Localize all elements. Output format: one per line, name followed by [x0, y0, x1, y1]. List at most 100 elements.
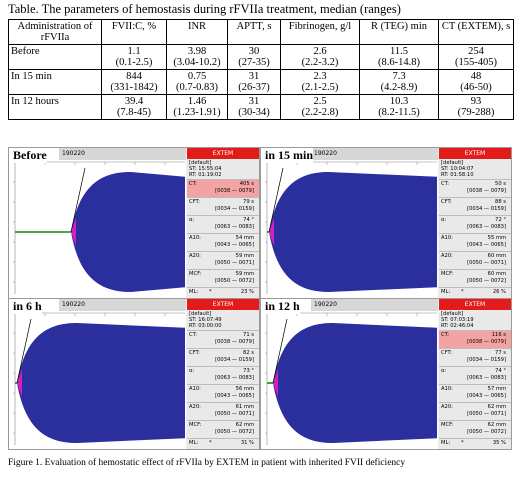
param-name: A10:: [441, 235, 453, 241]
param-range: [0063 — 0083]: [467, 375, 506, 381]
param-name: MCF:: [189, 271, 202, 277]
meta-rt: RT: 01:19:02: [189, 172, 222, 178]
param-range: [0038 — 0079]: [467, 339, 506, 345]
param-name: A20:: [189, 253, 201, 259]
run-meta: [default] ST: 16:07:49 RT: 03:00:00: [187, 310, 259, 331]
table-caption: Table. The parameters of hemostasis duri…: [8, 2, 401, 16]
cell-median: 1.46: [187, 96, 207, 107]
table-cell: 0.75 (0.7-0.83): [166, 69, 228, 95]
param-range: [0050 — 0071]: [215, 260, 254, 266]
temogram-plot: 190220 Before: [9, 148, 186, 298]
clot-firmness-envelope: [273, 323, 437, 443]
param-name: CFT:: [441, 350, 452, 356]
param-value: 60 mm: [487, 253, 506, 259]
param-value: 79 s: [243, 199, 254, 205]
cell-median: 7.3: [392, 71, 406, 82]
table-cell: 39.4 (7.8-45): [101, 94, 167, 120]
param-value: 60 mm: [487, 271, 506, 277]
param-name: A20:: [189, 404, 201, 410]
panel-time-label: in 12 h: [265, 299, 300, 314]
param-name: CT:: [189, 332, 197, 338]
table-cell: 3.98 (3.04-10.2): [166, 44, 228, 70]
param-row-cft: CFT: 79 s [0034 — 0159]: [187, 198, 259, 216]
temogram-plot: 190220 in 12 h: [261, 299, 438, 449]
param-value: 62 mm: [235, 422, 254, 428]
temogram-plot: 190220 in 6 h: [9, 299, 186, 449]
row-label: In 15 min: [8, 69, 102, 95]
table-cell: 1.46 (1.23-1.91): [166, 94, 228, 120]
param-row-mcf: MCF: 62 mm [0050 — 0072]: [187, 421, 259, 439]
ct-onset-marker: [273, 369, 278, 397]
param-range: [0043 — 0065]: [215, 242, 254, 248]
param-name: MCF:: [441, 271, 454, 277]
param-flag: *: [461, 289, 464, 295]
param-value: 77 s: [495, 350, 506, 356]
cell-range: (331-1842): [110, 82, 158, 93]
param-row-ct: CT: 50 s [0038 — 0079]: [439, 180, 511, 198]
cell-median: 30: [248, 46, 260, 57]
extem-tab[interactable]: EXTEM: [187, 148, 259, 159]
rotem-panel: 190220 in 15 min EXTEM [default] ST: 10:04:0…: [260, 147, 512, 299]
meta-rt: RT: 02:46:04: [441, 323, 474, 329]
sample-id: 190220: [59, 148, 186, 160]
extem-tab[interactable]: EXTEM: [439, 299, 511, 310]
header-inr: INR: [166, 19, 228, 45]
param-row-a10: A10: 54 mm [0043 — 0065]: [187, 234, 259, 252]
param-row-mcf: MCF: 59 mm [0050 — 0072]: [187, 270, 259, 288]
sample-id: 190220: [311, 148, 438, 160]
parameter-sidebar: EXTEM [default] ST: 07:03:19 RT: 02:46:04 CT…: [439, 299, 511, 449]
param-name: ML:: [189, 289, 199, 295]
extem-tab[interactable]: EXTEM: [439, 148, 511, 159]
param-row-a20: A20: 62 mm [0050 — 0071]: [439, 403, 511, 421]
param-value: 56 mm: [235, 386, 254, 392]
param-range: [0038 — 0079]: [215, 188, 254, 194]
param-row-ct: CT: 116 s [0038 — 0079]: [439, 331, 511, 349]
param-name: A10:: [189, 235, 201, 241]
alpha-angle-line: [272, 318, 288, 384]
run-meta: [default] ST: 07:03:19 RT: 02:46:04: [439, 310, 511, 331]
table-cell: 2.5 (2.2-2.8): [280, 94, 360, 120]
cell-median: 10.3: [389, 96, 409, 107]
param-row-ml: ML: * 26 %: [439, 288, 511, 298]
rotem-panel: 190220 Before EXTEM [default] ST: 15:55:04 RT…: [8, 147, 260, 299]
param-name: CFT:: [189, 350, 200, 356]
param-row-ct: CT: 405 s [0038 — 0079]: [187, 180, 259, 198]
param-name: CT:: [189, 181, 197, 187]
table-cell: 10.3 (8.2-11.5): [359, 94, 439, 120]
param-range: [0063 — 0083]: [215, 224, 254, 230]
cell-range: (1.23-1.91): [173, 107, 221, 118]
param-value: 405 s: [239, 181, 254, 187]
panel-time-label: Before: [13, 148, 47, 163]
cell-range: (2.1-2.5): [301, 82, 339, 93]
meta-st: ST: 07:03:19: [441, 317, 474, 323]
param-row-ml: ML: * 31 %: [187, 439, 259, 449]
param-value: 59 mm: [235, 271, 254, 277]
param-row-alpha: α: 72 ° [0063 — 0083]: [439, 216, 511, 234]
param-flag: *: [209, 289, 212, 295]
table-cell: 2.3 (2.1-2.5): [280, 69, 360, 95]
meta-st: ST: 16:07:49: [189, 317, 222, 323]
table-cell: 93 (79-288): [438, 94, 514, 120]
extem-tab[interactable]: EXTEM: [187, 299, 259, 310]
param-name: α:: [189, 368, 195, 374]
param-range: [0043 — 0065]: [215, 393, 254, 399]
table-row: Before 1.1 (0.1-2.5) 3.98 (3.04-10.2) 30 (27-3…: [8, 44, 514, 70]
cell-median: 2.3: [313, 71, 327, 82]
param-range: [0038 — 0079]: [467, 188, 506, 194]
table-row: In 12 hours 39.4 (7.8-45) 1.46 (1.23-1.91) 31…: [8, 94, 514, 120]
header-ct-extem: CT (EXTEM), s: [438, 19, 514, 45]
clot-firmness-envelope: [17, 323, 185, 443]
param-value: 88 s: [495, 199, 506, 205]
cell-range: (2.2-3.2): [301, 57, 339, 68]
cell-range: (8.6-14.8): [378, 57, 420, 68]
cell-range: (46-50): [460, 82, 492, 93]
param-value: 74 °: [495, 368, 506, 374]
cell-range: (0.1-2.5): [115, 57, 153, 68]
param-value: 59 mm: [235, 253, 254, 259]
table-cell: 30 (27-35): [227, 44, 281, 70]
param-value: 54 mm: [235, 235, 254, 241]
figure-caption: Figure 1. Evaluation of hemostatic effec…: [8, 458, 406, 468]
param-name: α:: [441, 368, 447, 374]
header-fibrinogen: Fibrinogen, g/l: [280, 19, 360, 45]
param-range: [0034 — 0159]: [467, 206, 506, 212]
